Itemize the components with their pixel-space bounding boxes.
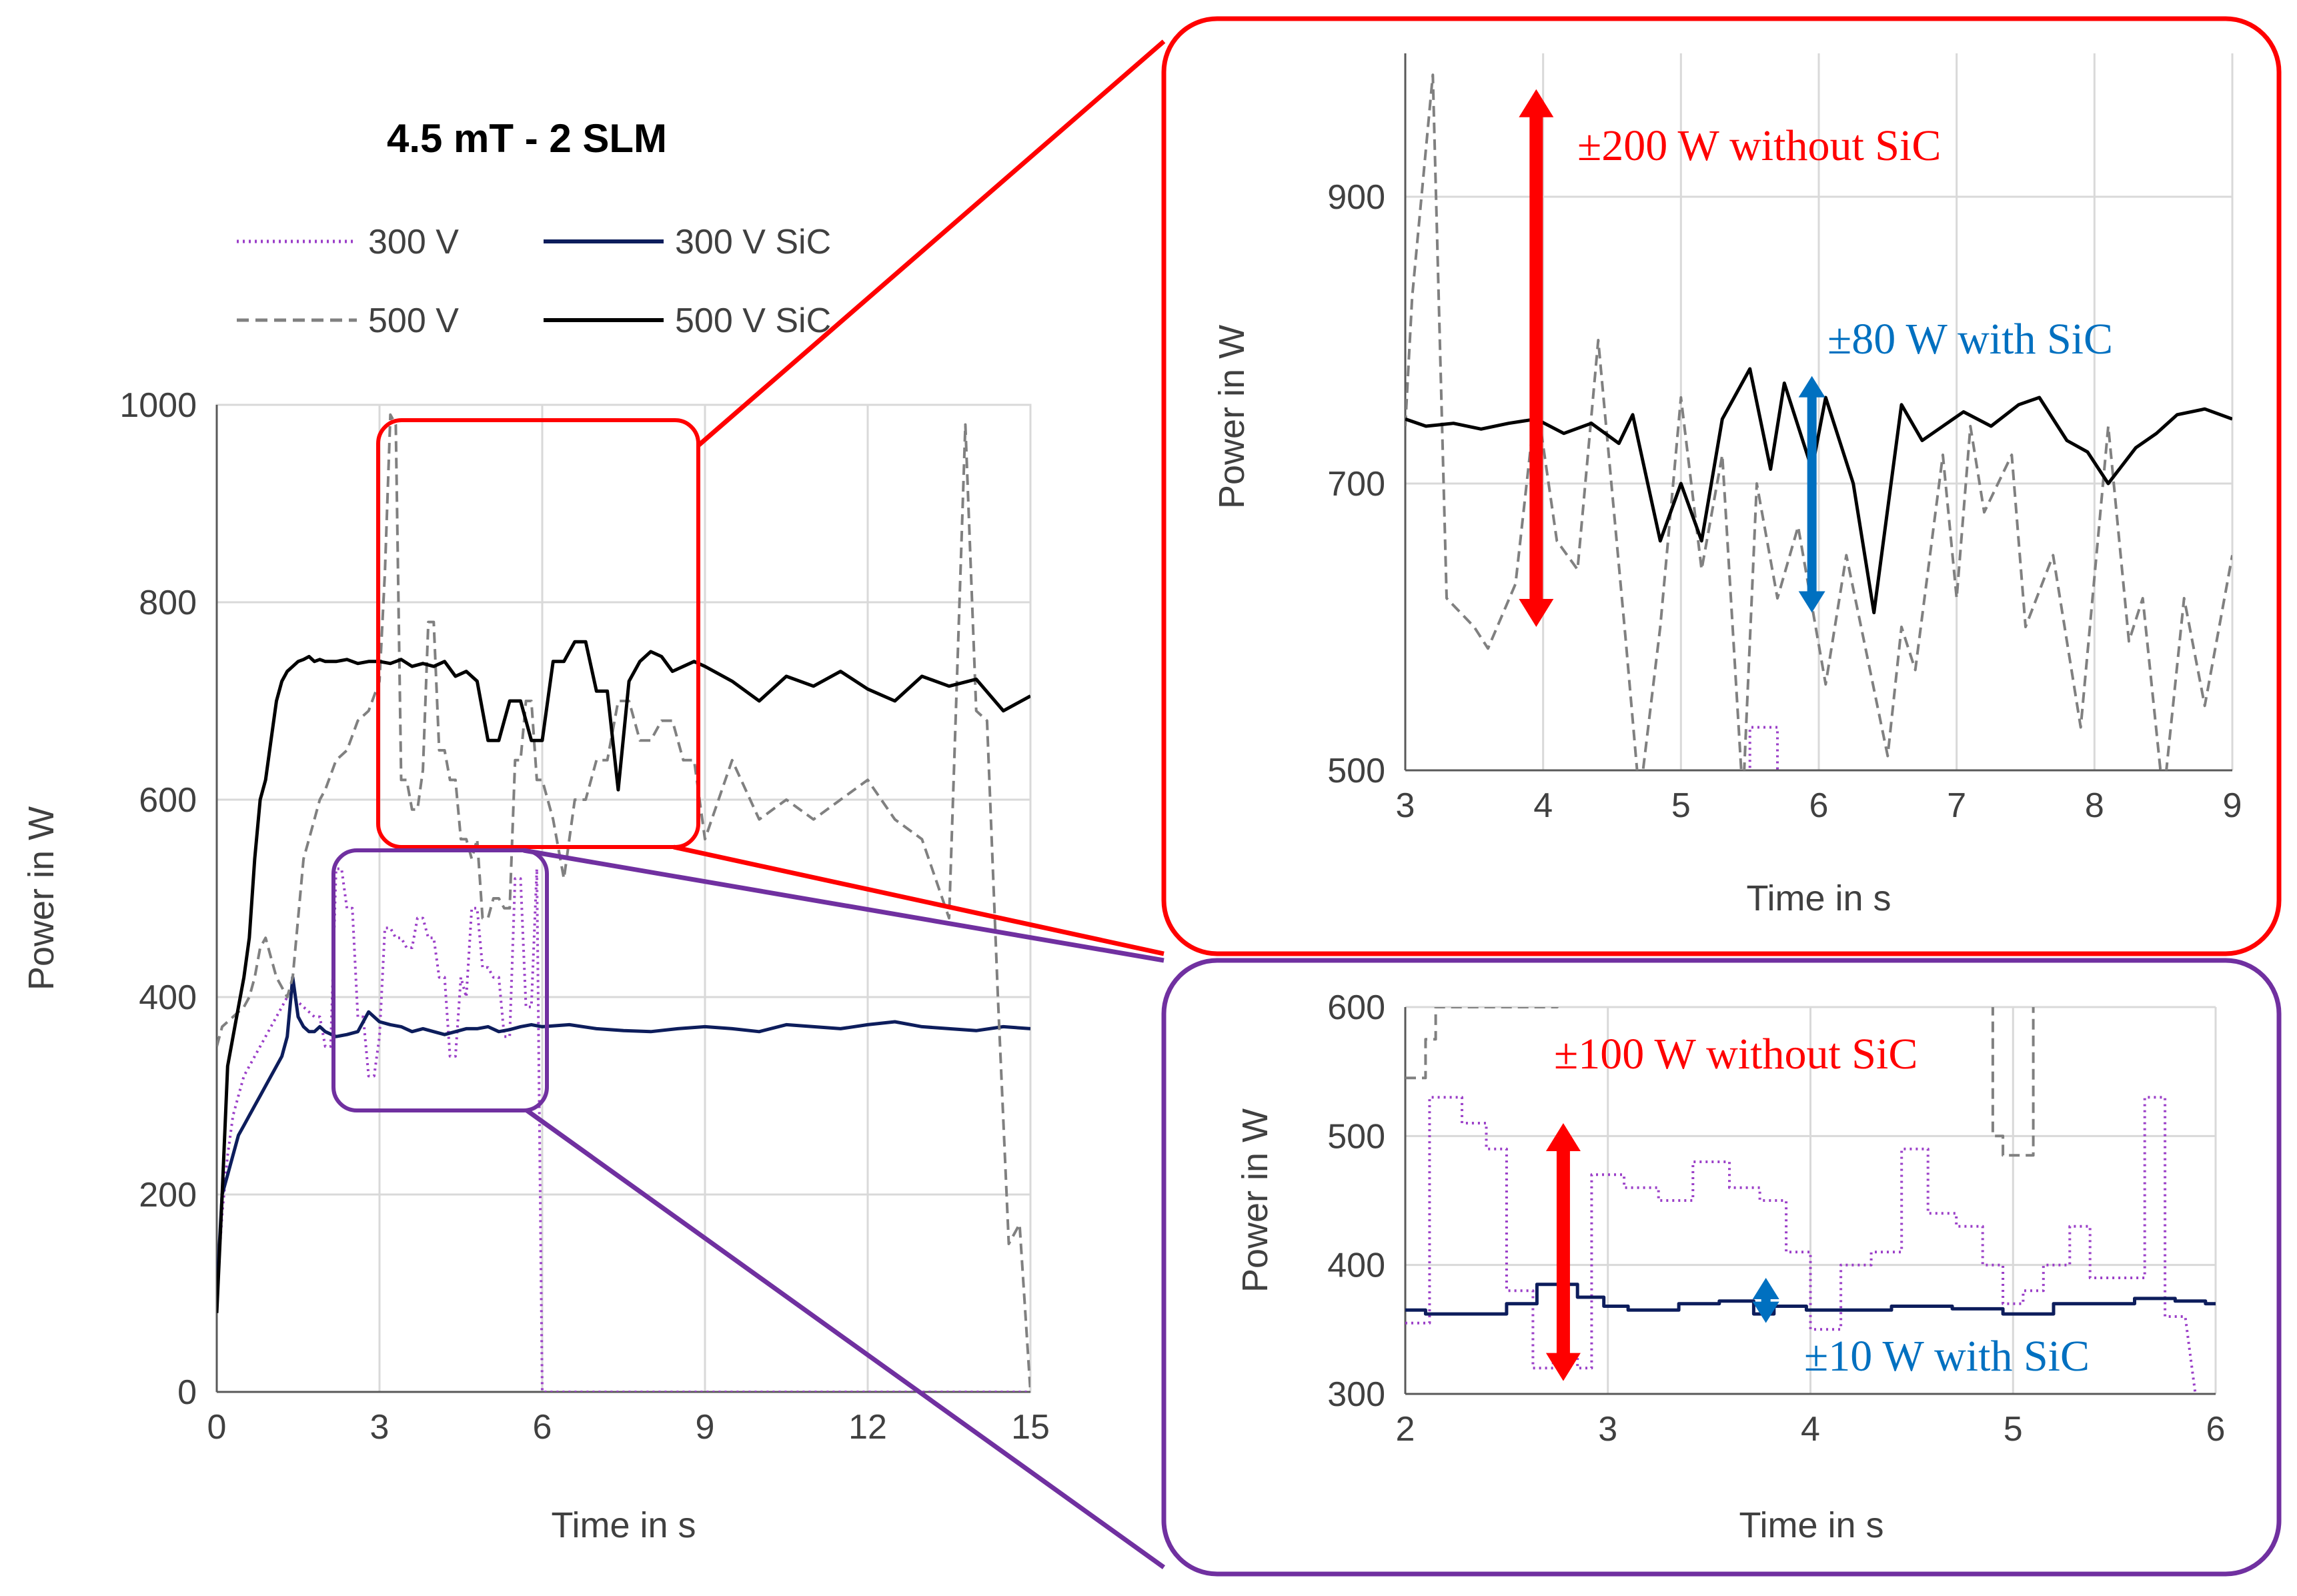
zoom1-arrow-head-top-blue bbox=[1798, 375, 1825, 397]
zoom2-x-tick-label: 4 bbox=[1801, 1410, 1820, 1449]
main-y-tick-label: 400 bbox=[139, 978, 197, 1017]
main-chart: 0 3 6 9 12 15 0 200 400 600 800 1000 4.5 mT - 2 SLM… bbox=[21, 116, 1050, 1545]
zoom1-y-tick-label: 700 bbox=[1327, 465, 1385, 504]
zoom1-x-tick-label: 5 bbox=[1671, 786, 1691, 825]
zoom-panel-2-frame bbox=[1161, 958, 2282, 1577]
legend: 300 V 300 V SiC 500 V 500 V SiC bbox=[237, 223, 831, 340]
zoom2-annotation-red: ±100 W without SiC bbox=[1554, 1030, 1918, 1078]
main-x-tick-label: 9 bbox=[696, 1408, 715, 1447]
zoom1-x-tick-label: 8 bbox=[2085, 786, 2104, 825]
main-plot-area bbox=[215, 404, 1032, 1393]
zoom2-y-tick-label: 400 bbox=[1327, 1247, 1385, 1285]
main-series-300-v-sic bbox=[217, 975, 1030, 1294]
legend-300v-label: 300 V bbox=[368, 223, 459, 261]
zoom2-annotation-blue: ±10 W with SiC bbox=[1804, 1332, 2090, 1381]
main-series bbox=[217, 413, 1030, 1392]
zoom2-annotations bbox=[1545, 1123, 1779, 1381]
main-x-tick-label: 0 bbox=[207, 1408, 227, 1447]
connector-purple-bottom bbox=[525, 1108, 1166, 1569]
main-x-tick-label: 3 bbox=[370, 1408, 390, 1447]
zoom2-y-tick-label: 300 bbox=[1327, 1375, 1385, 1414]
zoom-region-red bbox=[376, 418, 700, 849]
zoom1-x-tick-label: 4 bbox=[1533, 786, 1553, 825]
zoom2-x-tick-label: 5 bbox=[2004, 1410, 2023, 1449]
zoom1-x-axis-label: Time in s bbox=[1746, 878, 1891, 918]
zoom1-annotations bbox=[1519, 89, 1825, 627]
zoom-connectors bbox=[523, 39, 1166, 1569]
zoom2-x-axis-label: Time in s bbox=[1739, 1505, 1883, 1545]
zoom2-y-axis-label: Power in W bbox=[1235, 1108, 1275, 1293]
zoom1-series-300-v bbox=[1748, 726, 1779, 770]
zoom-panel-2: 2 3 4 5 6 300 400 500 600 Time in s Power in W ±… bbox=[1161, 958, 2282, 1577]
main-x-axis-label: Time in s bbox=[551, 1505, 696, 1545]
main-y-axis-label: Power in W bbox=[21, 806, 61, 990]
main-series-300-v bbox=[217, 867, 1030, 1392]
zoom1-grid bbox=[1404, 53, 2234, 772]
legend-500v-sic-label: 500 V SiC bbox=[675, 301, 831, 340]
connector-red-bottom bbox=[673, 844, 1165, 956]
zoom2-ticks: 2 3 4 5 6 300 400 500 600 bbox=[1327, 988, 2225, 1449]
zoom1-x-tick-label: 6 bbox=[1809, 786, 1829, 825]
zoom2-arrow-head-bottom-blue bbox=[1752, 1301, 1779, 1323]
zoom2-y-tick-label: 600 bbox=[1327, 988, 1385, 1027]
zoom2-series-500-v bbox=[1405, 1007, 2035, 1157]
zoom-region-purple bbox=[331, 848, 549, 1112]
main-y-tick-label: 1000 bbox=[119, 386, 197, 425]
zoom2-grid bbox=[1404, 1006, 2217, 1395]
main-x-tick-label: 12 bbox=[848, 1408, 887, 1447]
zoom1-y-tick-label: 500 bbox=[1327, 752, 1385, 790]
zoom1-y-tick-label: 900 bbox=[1327, 178, 1385, 217]
main-x-tick-label: 6 bbox=[533, 1408, 552, 1447]
zoom-panel-1-frame bbox=[1161, 16, 2282, 956]
main-x-tick-label: 15 bbox=[1011, 1408, 1050, 1447]
main-title: 4.5 mT - 2 SLM bbox=[387, 116, 667, 161]
zoom-panel-1: 3 4 5 6 7 8 9 500 700 900 Time in s Power in W ±2… bbox=[1161, 16, 2282, 956]
zoom1-x-tick-label: 3 bbox=[1396, 786, 1415, 825]
main-ticks: 0 3 6 9 12 15 0 200 400 600 800 1000 bbox=[119, 386, 1050, 1447]
connector-red-top bbox=[696, 39, 1166, 448]
zoom2-x-tick-label: 2 bbox=[1396, 1410, 1415, 1449]
zoom1-x-tick-label: 7 bbox=[1947, 786, 1966, 825]
legend-300v-sic-label: 300 V SiC bbox=[675, 223, 831, 261]
zoom2-x-tick-label: 3 bbox=[1598, 1410, 1617, 1449]
zoom2-x-tick-label: 6 bbox=[2206, 1410, 2226, 1449]
zoom1-ticks: 3 4 5 6 7 8 9 500 700 900 bbox=[1327, 178, 2242, 825]
zoom2-arrow-head-top-blue bbox=[1752, 1278, 1779, 1299]
zoom1-arrow-head-bottom-red bbox=[1519, 599, 1554, 627]
main-y-tick-label: 600 bbox=[139, 781, 197, 820]
zoom1-y-axis-label: Power in W bbox=[1212, 325, 1252, 509]
connector-purple-top bbox=[523, 848, 1165, 963]
zoom1-x-tick-label: 9 bbox=[2223, 786, 2242, 825]
main-y-tick-label: 200 bbox=[139, 1176, 197, 1215]
zoom2-y-tick-label: 500 bbox=[1327, 1117, 1385, 1156]
legend-500v-label: 500 V bbox=[368, 301, 459, 340]
main-series-500-v-sic bbox=[217, 640, 1030, 1313]
main-y-tick-label: 800 bbox=[139, 584, 197, 622]
main-series-500-v bbox=[217, 413, 1030, 1392]
zoom2-arrow-head-bottom-red bbox=[1545, 1353, 1581, 1381]
zoom1-annotation-red: ±200 W without SiC bbox=[1577, 121, 1941, 170]
main-y-tick-label: 0 bbox=[177, 1373, 197, 1412]
zoom1-arrow-head-top-red bbox=[1519, 89, 1554, 117]
zoom1-annotation-blue: ±80 W with SiC bbox=[1827, 315, 2113, 363]
zoom1-arrow-head-bottom-blue bbox=[1798, 591, 1825, 613]
zoom2-arrow-head-top-red bbox=[1545, 1123, 1581, 1151]
zoom1-series-500-v-sic bbox=[1405, 367, 2232, 614]
